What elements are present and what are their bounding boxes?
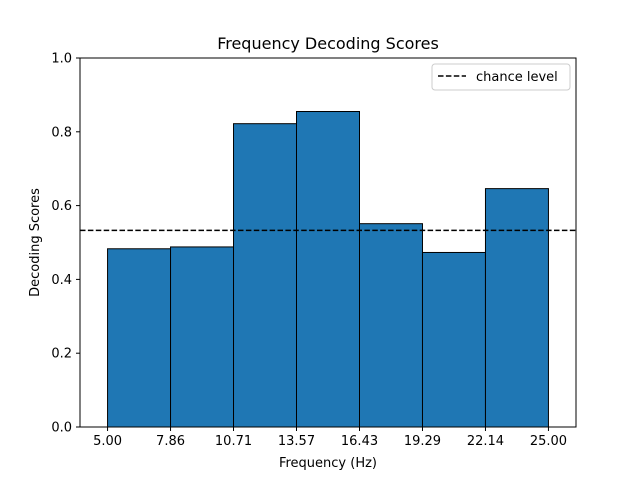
x-tick-label: 10.71 — [215, 434, 252, 449]
x-tick-label: 22.14 — [467, 434, 504, 449]
x-axis-title: Frequency (Hz) — [279, 456, 377, 471]
histogram-bar-2 — [170, 246, 235, 428]
plot-frame — [79, 57, 577, 428]
y-tick-label: 0.0 — [51, 421, 72, 436]
y-tick-label: 0.6 — [51, 199, 72, 214]
y-tick-label: 0.8 — [51, 125, 72, 140]
legend: chance level — [431, 63, 571, 91]
histogram-bar-6 — [421, 251, 486, 428]
histogram-bar-5 — [359, 223, 423, 428]
histogram-bar-1 — [107, 248, 172, 428]
y-tick-label: 1.0 — [51, 52, 72, 67]
x-axis-ticks: 5.00 7.86 10.71 13.57 16.43 19.29 22.14 25.00 — [93, 427, 567, 449]
y-tick-label: 0.4 — [51, 273, 72, 288]
x-tick-label: 25.00 — [530, 434, 567, 449]
chart-title: Frequency Decoding Scores — [217, 34, 439, 53]
legend-box — [431, 63, 571, 91]
x-tick-label: 16.43 — [341, 434, 378, 449]
x-tick-label: 19.29 — [404, 434, 441, 449]
x-tick-label: 13.57 — [278, 434, 315, 449]
bars-layer — [107, 111, 549, 428]
x-tick-label: 7.86 — [156, 434, 185, 449]
histogram-bar-7 — [484, 188, 549, 428]
y-axis-title: Decoding Scores — [28, 188, 43, 297]
y-axis-ticks: 0.0 0.2 0.4 0.6 0.8 1.0 — [51, 52, 80, 436]
histogram-bar-3 — [233, 123, 297, 428]
y-tick-label: 0.2 — [51, 347, 72, 362]
legend-label-chance-level: chance level — [476, 70, 558, 85]
x-tick-label: 5.00 — [93, 434, 122, 449]
histogram-bar-4 — [295, 111, 361, 428]
